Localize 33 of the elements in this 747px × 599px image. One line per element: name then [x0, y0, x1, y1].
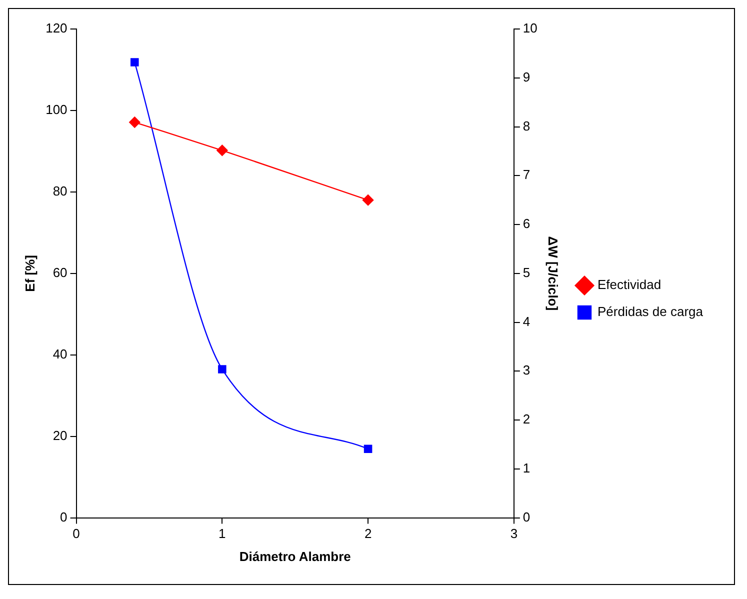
y-tick-label: 60 [52, 264, 68, 280]
y-tick-label: 20 [52, 428, 68, 443]
point [129, 116, 140, 128]
y2-tick-label: 0 [522, 509, 530, 524]
x-axis-title: Diámetro Alambre [239, 548, 351, 564]
x-tick-label: 3 [510, 526, 518, 542]
y2-tick-label: 8 [522, 118, 530, 134]
x-tick-label: 2 [364, 526, 372, 542]
y-tick-label: 120 [46, 20, 68, 36]
y2-tick-label: 6 [522, 216, 530, 232]
y2-tick-label: 1 [522, 460, 530, 476]
point [216, 144, 228, 156]
y2-tick-label: 7 [522, 167, 530, 182]
y-tick-label: 40 [52, 346, 68, 362]
point [130, 58, 139, 66]
x-tick-label: 1 [218, 526, 226, 542]
y2-tick-label: 3 [522, 362, 530, 378]
y2-tick-label: 9 [522, 69, 530, 84]
x-tick-label: 0 [72, 526, 80, 542]
point [218, 365, 226, 374]
y-tick-label: 0 [60, 509, 68, 524]
legend-label: Efectividad [597, 277, 662, 292]
y-axis-title: Ef [%] [22, 254, 38, 292]
legend-label: Pérdidas de carga [597, 304, 704, 320]
y2-tick-label: 5 [522, 264, 530, 280]
y2-axis-title: ΔW [J/ciclo] [546, 236, 561, 311]
y2-tick-label: 10 [522, 20, 538, 36]
y2-tick-label: 2 [522, 412, 530, 427]
y-tick-label: 80 [52, 184, 68, 199]
y2-tick-label: 4 [522, 314, 530, 329]
point [364, 444, 372, 454]
point [362, 194, 374, 206]
y-tick-label: 100 [46, 102, 68, 118]
